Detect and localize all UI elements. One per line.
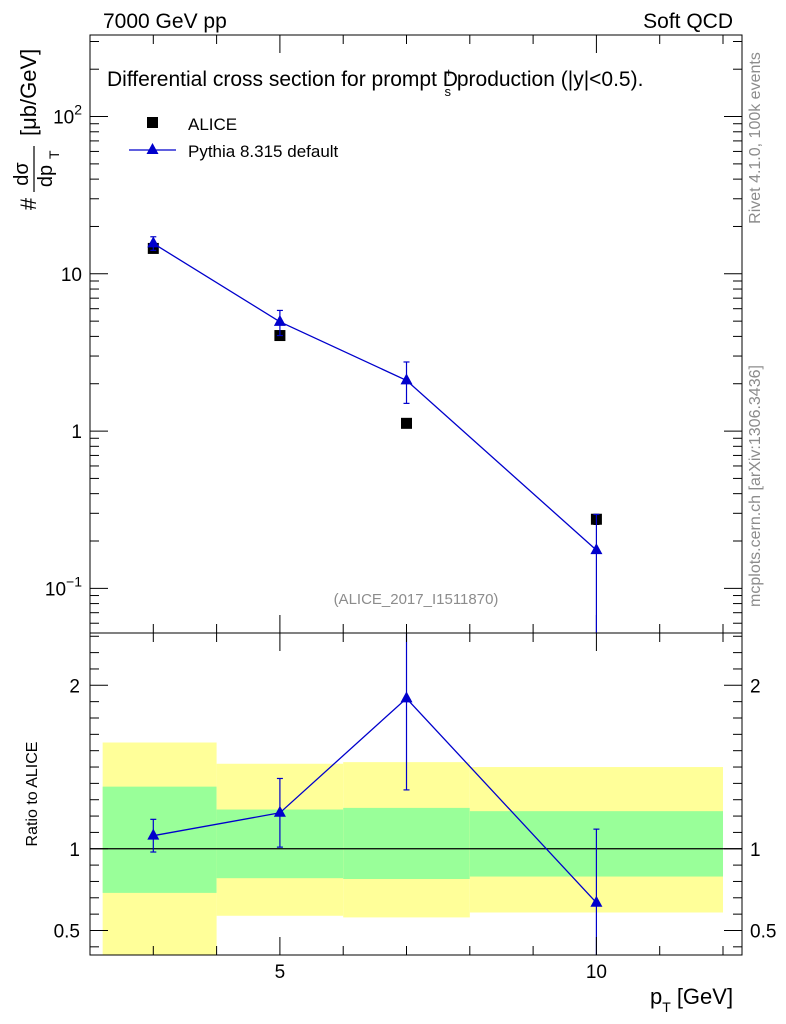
main-axis-ticks xyxy=(89,35,742,633)
ratio-y-tick-label-left: 0.5 xyxy=(54,921,80,942)
ratio-panel: 0.5 0.5 1 1 2 2 5 10 Ratio to ALICE pT [GeV] xyxy=(24,632,777,1015)
xlabel-unit: [GeV] xyxy=(677,984,733,1009)
pythia-point xyxy=(273,314,286,326)
svg-text:[μb/GeV]: [μb/GeV] xyxy=(16,49,41,136)
ratio-plot-frame xyxy=(89,632,743,956)
ratio-point xyxy=(400,691,413,703)
title-pre: Differential cross section for prompt xyxy=(107,68,443,91)
ratio-point xyxy=(590,895,603,907)
ratio-line xyxy=(153,697,597,904)
tick-exponent: 2 xyxy=(74,102,82,118)
tick-exponent: −1 xyxy=(66,573,82,589)
ratio-y-tick-label-left: 2 xyxy=(69,676,80,697)
ratio-tick-labels: 0.5 0.5 1 1 2 2 5 10 xyxy=(54,676,777,983)
source-info: mcplots.cern.ch [arXiv:1306.3436] xyxy=(747,365,764,607)
main-y-axis-label: # dσ dp T [μb/GeV] xyxy=(11,49,62,210)
pythia-point xyxy=(400,373,413,385)
main-y-tick-label: 1 xyxy=(71,422,82,443)
pythia-line xyxy=(152,242,597,551)
title-d: D xyxy=(443,68,458,91)
stat-uncertainty-band xyxy=(343,807,470,879)
category-label: Soft QCD xyxy=(643,10,733,33)
x-axis-label: pT [GeV] xyxy=(650,984,733,1015)
energy-label: 7000 GeV pp xyxy=(103,10,227,33)
ratio-y-axis-label: Ratio to ALICE xyxy=(24,742,41,847)
x-tick-label: 10 xyxy=(586,962,607,983)
svg-text:#: # xyxy=(16,197,41,210)
ratio-point xyxy=(273,805,286,817)
ylabel-numerator: dσ xyxy=(11,162,33,186)
legend-label-pythia: Pythia 8.315 default xyxy=(188,142,339,161)
ratio-y-tick-label-left: 1 xyxy=(69,840,80,861)
title-sub: s xyxy=(445,84,452,99)
svg-text:T: T xyxy=(46,150,62,159)
ratio-axis-ticks xyxy=(89,633,742,955)
analysis-watermark: (ALICE_2017_I1511870) xyxy=(334,591,499,608)
ratio-y-tick-label-right: 2 xyxy=(750,676,761,697)
ratio-y-tick-label-right: 0.5 xyxy=(750,921,776,942)
stat-uncertainty-band xyxy=(102,786,217,893)
ylabel-unit: [μb/GeV] xyxy=(16,49,41,136)
tick-base: 10 xyxy=(45,579,66,600)
legend: ALICE Pythia 8.315 default xyxy=(129,115,339,161)
xlabel-sub: T xyxy=(662,999,671,1015)
ratio-y-tick-label-right: 1 xyxy=(750,840,761,861)
legend-marker-pythia xyxy=(146,143,159,154)
legend-label-alice: ALICE xyxy=(188,115,237,134)
title-sup: + xyxy=(445,65,453,80)
xlabel-p: p xyxy=(650,984,662,1009)
svg-text:dσ: dσ xyxy=(11,162,33,186)
main-data-layer xyxy=(147,236,603,633)
main-y-tick-label: 10 xyxy=(61,265,82,286)
ratio-data-layer xyxy=(147,633,603,955)
ratio-point xyxy=(147,828,160,840)
pythia-point xyxy=(590,543,603,555)
title-post: production (|y|<0.5). xyxy=(451,68,643,91)
tick-base: 10 xyxy=(53,108,74,129)
main-y-tick-label: 102 xyxy=(53,102,82,129)
ylabel-hash: # xyxy=(16,197,41,210)
ylabel-denominator-sub: T xyxy=(46,150,62,159)
main-y-tick-label: 10−1 xyxy=(45,573,82,600)
pythia-point xyxy=(147,236,160,248)
legend-marker-alice xyxy=(147,117,158,128)
rivet-info: Rivet 4.1.0, 100k events xyxy=(747,52,764,224)
svg-text:dp: dp xyxy=(35,165,57,187)
main-title: Differential cross section for prompt D+… xyxy=(107,65,643,99)
ylabel-denominator: dp xyxy=(35,165,57,187)
alice-point xyxy=(401,417,413,429)
x-tick-label: 5 xyxy=(275,962,286,983)
